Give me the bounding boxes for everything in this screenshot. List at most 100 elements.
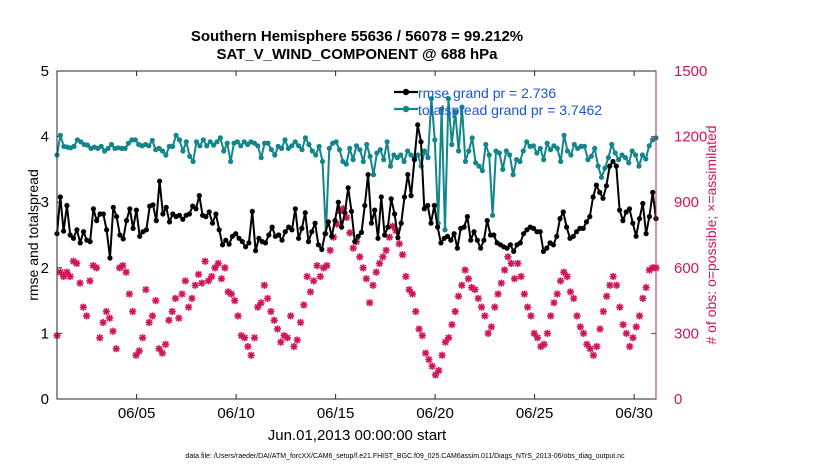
totalspread-point [598, 174, 605, 180]
obs-point [313, 262, 321, 270]
rmse-point [329, 233, 335, 239]
x-tick-label: 06/15 [317, 405, 355, 422]
totalspread-point [612, 150, 618, 156]
obs-point [303, 272, 311, 281]
obs-point [99, 318, 107, 327]
obs-point [102, 307, 110, 316]
totalspread-point [367, 153, 373, 159]
obs-point [524, 303, 532, 311]
obs-point [76, 279, 84, 287]
obs-point [494, 290, 502, 298]
rmse-point [504, 245, 510, 251]
rmse-point [478, 245, 484, 251]
totalspread-point [279, 145, 285, 151]
totalspread-point [228, 158, 234, 165]
obs-point [359, 264, 367, 272]
rmse-point [213, 211, 219, 217]
rmse-point [395, 235, 401, 241]
rmse-point [282, 229, 288, 235]
obs-point [119, 262, 127, 270]
obs-point [270, 316, 278, 324]
x-axis-label: Jun.01,2013 00:00:00 start [268, 427, 447, 444]
obs-point [441, 338, 449, 346]
obs-point [484, 329, 492, 337]
obs-point [609, 272, 617, 281]
rmse-point [176, 212, 182, 218]
rmse-point [590, 194, 596, 200]
rmse-point [219, 242, 226, 248]
rmse-point [425, 202, 431, 209]
totalspread-point [343, 161, 349, 167]
obs-point [145, 318, 153, 327]
rmse-point [322, 231, 328, 237]
obs-point [642, 283, 650, 292]
rmse-point [613, 163, 619, 169]
rmse-point [266, 232, 272, 238]
y-tick-label: 1 [41, 325, 49, 342]
obs-point [142, 286, 150, 294]
rmse-point [339, 224, 345, 230]
obs-point [510, 275, 519, 283]
totalspread-point [193, 139, 200, 145]
rmse-point [646, 214, 653, 220]
rmse-point [358, 229, 365, 235]
totalspread-point [639, 152, 646, 158]
obs-point [566, 288, 575, 296]
obs-point [227, 290, 236, 298]
rmse-point [64, 202, 70, 209]
rmse-point [392, 211, 398, 217]
obs-point [487, 323, 496, 331]
rmse-point [438, 240, 444, 246]
rmse-point [382, 232, 388, 238]
obs-point [349, 244, 357, 252]
obs-point [310, 277, 318, 285]
totalspread-point [633, 152, 639, 158]
legend-spread-label: totalspread grand pr = 3.7462 [418, 102, 602, 118]
obs-point [287, 312, 295, 320]
rmse-point [617, 207, 623, 213]
x-tick-label: 06/25 [516, 405, 554, 422]
rmse-point [405, 172, 411, 178]
y2-tick-label: 1500 [674, 63, 707, 80]
rmse-point [544, 245, 550, 251]
obs-point [106, 314, 114, 322]
totalspread-point [609, 141, 615, 148]
rmse-point [587, 214, 593, 220]
totalspread-point [486, 152, 492, 158]
rmse-point [114, 214, 120, 220]
totalspread-point [370, 172, 377, 178]
totalspread-point [558, 158, 564, 165]
rmse-point [289, 227, 295, 233]
totalspread-point [564, 148, 571, 154]
rmse-point [160, 211, 166, 217]
obs-point [379, 253, 387, 261]
obs-point [178, 290, 186, 298]
obs-point [247, 351, 255, 359]
totalspread-point [466, 148, 472, 154]
obs-point [382, 246, 390, 254]
rmse-point [319, 246, 325, 252]
obs-point [109, 327, 117, 335]
rmse-point [620, 218, 626, 224]
chart-title: Southern Hemisphere 55636 / 56078 = 99.2… [191, 28, 523, 45]
rmse-point [375, 235, 381, 241]
totalspread-point [507, 152, 513, 158]
totalspread-point [105, 145, 111, 151]
totalspread-point [517, 158, 523, 165]
obs-point [129, 307, 137, 316]
totalspread-point [200, 137, 206, 143]
rmse-point [107, 255, 113, 261]
obs-point [464, 275, 473, 283]
obs-point [550, 299, 558, 307]
obs-point [369, 281, 377, 289]
totalspread-point [571, 141, 577, 148]
obs-point [385, 233, 394, 241]
rmse-point [67, 232, 73, 238]
totalspread-point [149, 137, 155, 144]
obs-point [461, 266, 469, 274]
rmse-point [203, 214, 209, 220]
obs-point [300, 301, 308, 309]
rmse-point [223, 237, 229, 243]
obs-point [395, 240, 403, 248]
